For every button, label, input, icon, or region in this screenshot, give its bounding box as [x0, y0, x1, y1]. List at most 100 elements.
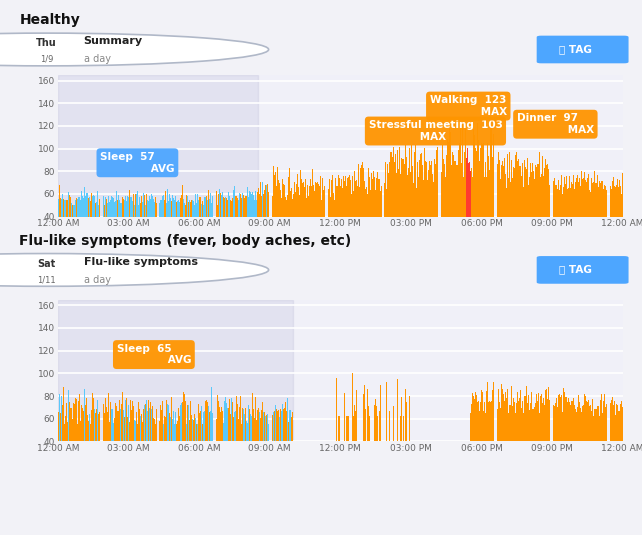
Bar [541, 174, 542, 262]
Bar [290, 191, 291, 262]
Bar [618, 187, 620, 262]
Bar [264, 412, 265, 487]
Bar [244, 198, 245, 262]
Bar [568, 399, 569, 487]
Bar [137, 424, 138, 487]
Bar [180, 406, 181, 487]
Bar [460, 128, 461, 262]
Bar [264, 190, 265, 262]
Bar [137, 191, 138, 262]
Bar [564, 392, 565, 487]
Bar [131, 410, 132, 487]
Bar [58, 412, 59, 487]
Bar [520, 166, 521, 262]
Bar [296, 184, 297, 262]
Bar [87, 415, 88, 487]
Bar [553, 181, 555, 262]
Bar [535, 403, 536, 487]
Bar [501, 384, 502, 487]
Bar [456, 165, 457, 262]
Bar [478, 140, 479, 262]
Bar [94, 203, 96, 262]
Bar [194, 414, 195, 487]
Bar [418, 177, 419, 262]
Bar [198, 200, 199, 262]
Bar [63, 387, 64, 487]
Bar [284, 408, 285, 487]
Bar [532, 409, 533, 487]
Bar [237, 198, 238, 262]
Bar [212, 195, 213, 262]
Bar [71, 408, 72, 487]
Bar [286, 411, 287, 487]
Bar [447, 139, 448, 262]
Bar [273, 412, 274, 487]
Bar [57, 402, 58, 487]
Bar [127, 196, 128, 262]
Bar [103, 196, 105, 262]
Bar [124, 417, 125, 487]
Bar [527, 158, 528, 262]
Bar [374, 177, 375, 262]
Bar [289, 167, 290, 262]
Bar [125, 400, 126, 487]
Bar [355, 180, 356, 262]
Bar [237, 404, 238, 487]
Bar [234, 186, 235, 262]
Bar [84, 389, 85, 487]
Circle shape [0, 254, 268, 286]
Bar [72, 205, 73, 262]
Bar [560, 397, 561, 487]
Bar [66, 403, 67, 487]
Bar [128, 197, 129, 262]
Bar [90, 424, 91, 487]
Bar [152, 407, 153, 487]
Bar [243, 195, 244, 262]
Bar [534, 179, 535, 262]
Bar [68, 192, 69, 262]
Bar [240, 195, 241, 262]
Bar [67, 422, 68, 487]
Bar [64, 424, 65, 487]
Bar [571, 401, 572, 487]
Bar [275, 404, 276, 487]
Bar [574, 189, 575, 262]
Bar [400, 416, 401, 487]
Bar [588, 400, 589, 487]
Bar [331, 180, 333, 262]
Bar [420, 155, 421, 262]
Bar [407, 175, 408, 262]
Bar [309, 186, 310, 262]
Bar [130, 196, 131, 262]
Bar [160, 200, 161, 262]
Bar [369, 416, 370, 487]
Bar [203, 205, 204, 262]
Bar [581, 171, 582, 262]
Bar [61, 199, 62, 262]
Bar [515, 413, 516, 487]
Bar [119, 200, 120, 262]
Bar [340, 186, 341, 262]
Bar [184, 394, 185, 487]
Bar [233, 190, 234, 262]
Bar [614, 186, 615, 262]
Bar [105, 197, 107, 262]
Bar [92, 195, 94, 262]
Bar [247, 187, 248, 262]
Bar [311, 187, 312, 262]
Bar [449, 124, 450, 262]
Bar [141, 414, 142, 487]
Bar [527, 403, 528, 487]
Bar [587, 178, 588, 262]
Bar [261, 410, 262, 487]
Bar [318, 186, 320, 262]
Bar [574, 404, 575, 487]
Bar [263, 194, 264, 262]
Bar [529, 177, 530, 262]
Bar [161, 200, 162, 262]
Bar [133, 406, 134, 487]
Bar [548, 400, 550, 487]
Bar [254, 200, 255, 262]
Bar [521, 408, 522, 487]
Bar [486, 177, 487, 262]
